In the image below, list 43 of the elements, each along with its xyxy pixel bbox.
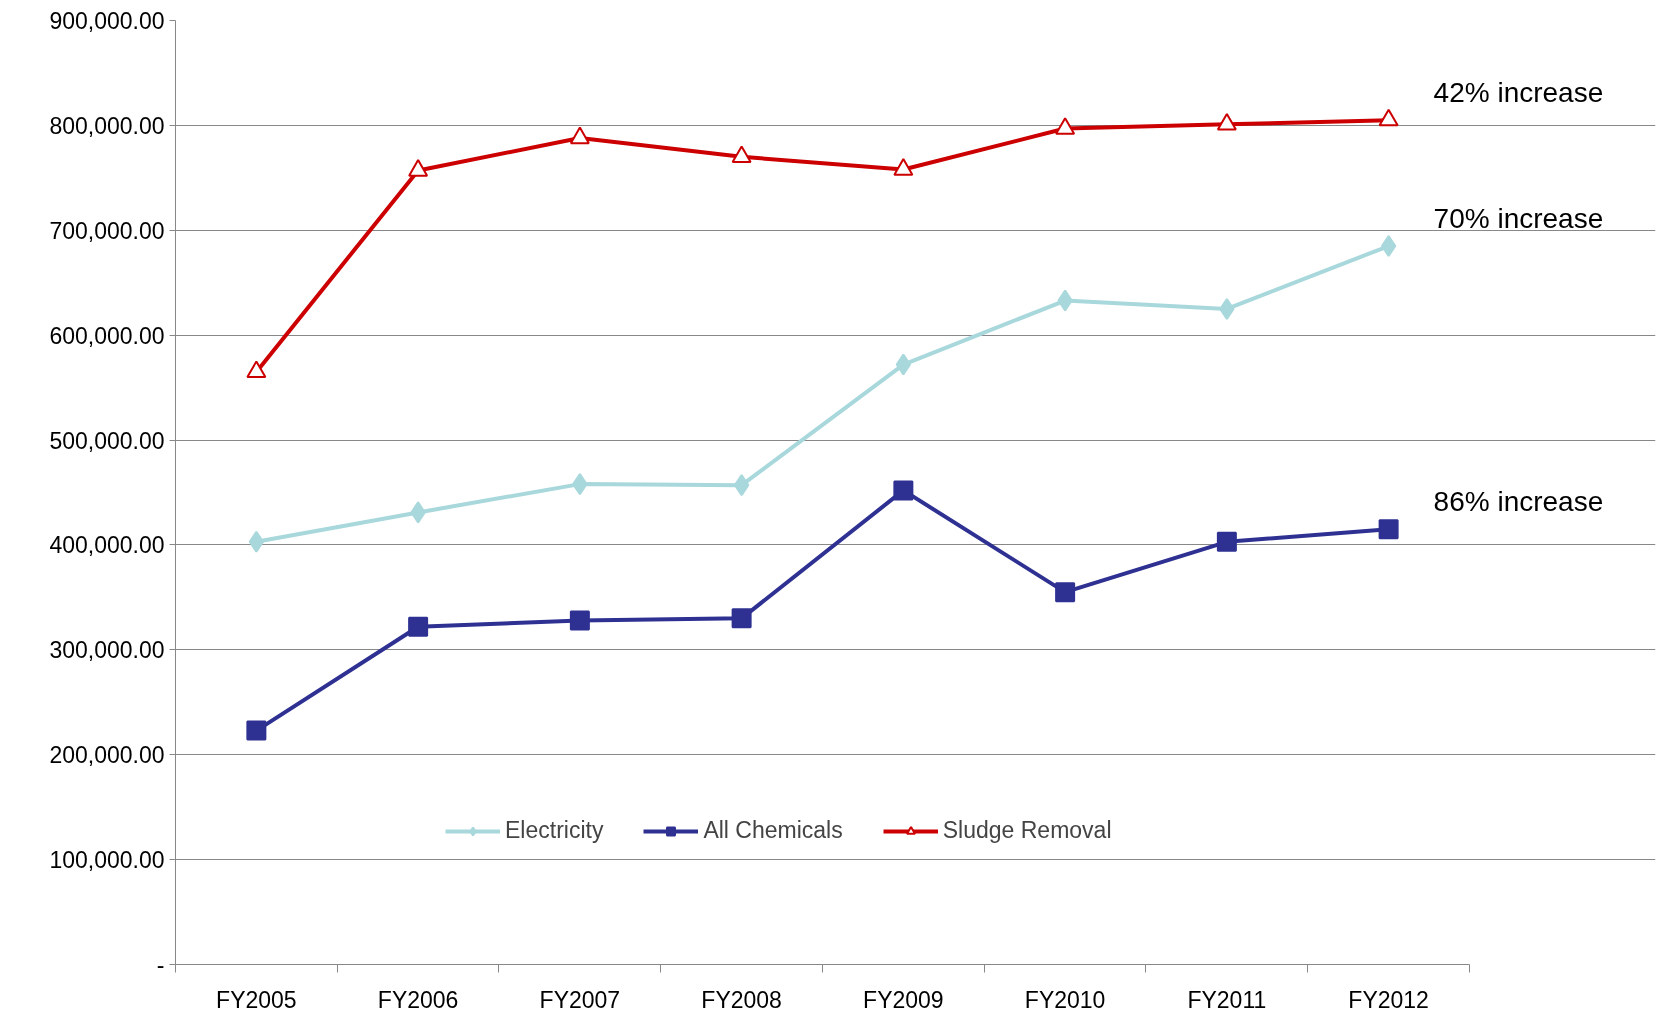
point	[893, 480, 914, 501]
point	[893, 158, 914, 176]
point	[1055, 117, 1076, 135]
point	[731, 145, 752, 164]
x-tick-label: FY2007	[539, 986, 621, 1013]
point	[1055, 582, 1076, 603]
x-tick-label: FY2011	[1187, 986, 1267, 1013]
point	[248, 530, 265, 553]
point	[1216, 531, 1237, 552]
point	[895, 353, 912, 376]
y-tick-label: 100,000.00	[49, 847, 165, 874]
point	[1378, 519, 1399, 540]
point	[733, 474, 750, 497]
point	[246, 360, 267, 379]
x-tick-label: FY2008	[701, 986, 782, 1013]
point	[1378, 108, 1399, 127]
x-tick-label: FY2009	[863, 986, 944, 1013]
legend-label: All Chemicals	[703, 817, 843, 844]
x-tick-label: FY2010	[1024, 986, 1106, 1013]
y-tick-label: 500,000.00	[49, 427, 165, 454]
point	[569, 610, 590, 631]
point	[569, 126, 590, 145]
annotation: 70% increase	[1433, 203, 1604, 235]
annotation: 42% increase	[1433, 77, 1604, 109]
point	[408, 616, 429, 637]
legend-label: Electricity	[505, 817, 604, 844]
point	[1216, 112, 1237, 131]
y-tick-label: 400,000.00	[49, 532, 165, 559]
y-tick-label: 800,000.00	[49, 112, 165, 139]
x-tick-label: FY2005	[216, 986, 297, 1013]
annotation: 86% increase	[1433, 486, 1604, 518]
y-tick-label: 200,000.00	[49, 742, 165, 769]
x-tick-label: FY2012	[1348, 986, 1429, 1013]
x-tick-label: FY2006	[377, 986, 459, 1013]
y-tick-label: -	[156, 952, 165, 978]
y-tick-label: 600,000.00	[49, 322, 165, 349]
y-tick-label: 700,000.00	[49, 217, 165, 244]
legend-label: Sludge Removal	[942, 817, 1112, 844]
point	[246, 720, 267, 741]
y-tick-label: 900,000.00	[49, 8, 165, 34]
point	[731, 608, 752, 629]
point	[408, 159, 429, 177]
y-tick-label: 300,000.00	[49, 637, 165, 664]
